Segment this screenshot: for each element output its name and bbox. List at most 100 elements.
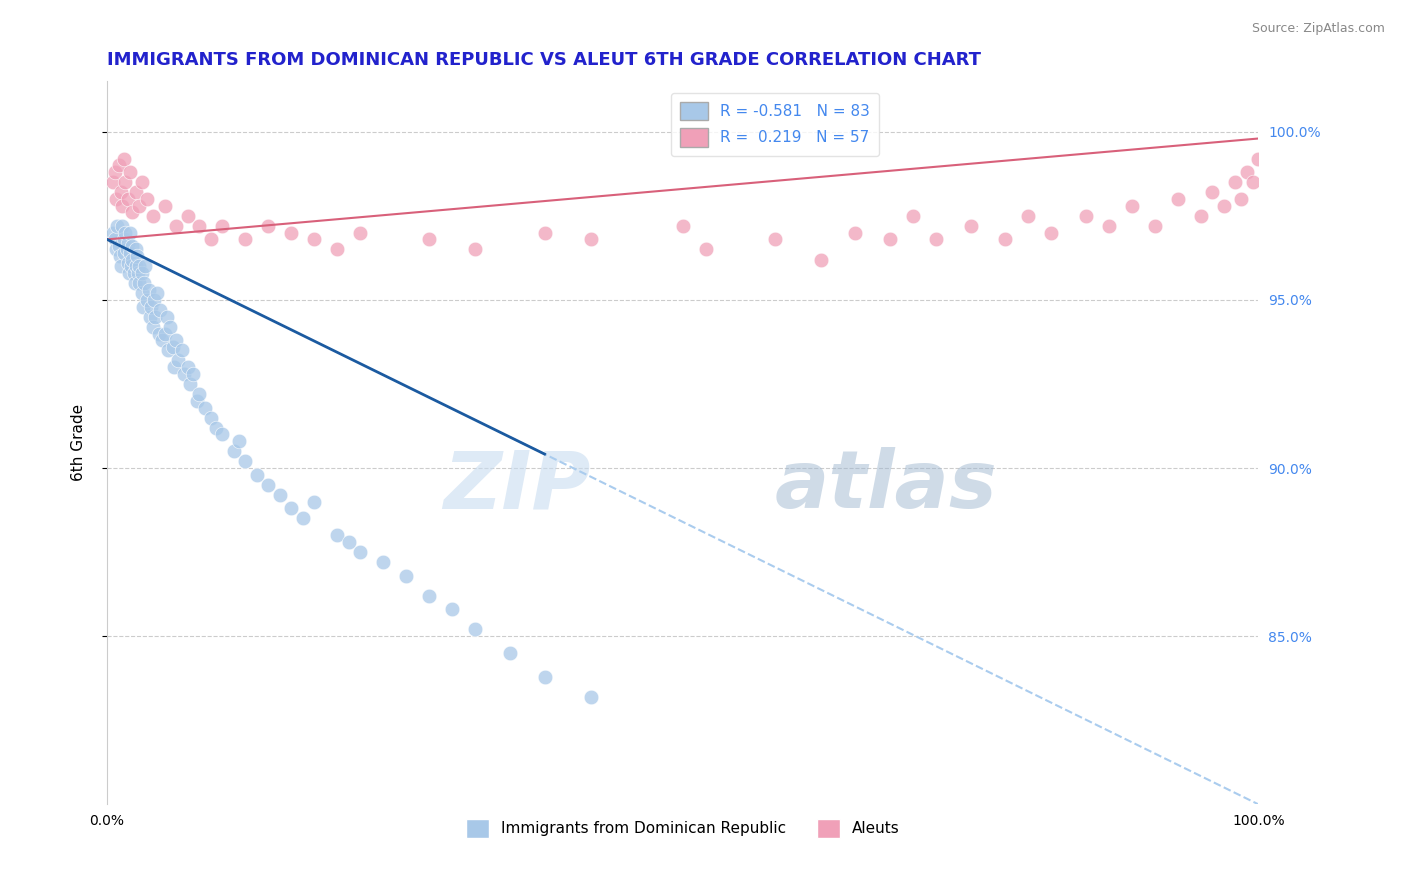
Point	[105, 192, 128, 206]
Point	[128, 276, 150, 290]
Point	[108, 249, 131, 263]
Point	[280, 501, 302, 516]
Point	[124, 276, 146, 290]
Point	[110, 186, 132, 200]
Point	[246, 467, 269, 482]
Point	[101, 226, 124, 240]
Point	[149, 303, 172, 318]
Point	[1074, 209, 1097, 223]
Point	[257, 478, 280, 492]
Point	[115, 243, 138, 257]
Point	[120, 226, 142, 240]
Point	[127, 266, 149, 280]
Point	[139, 300, 162, 314]
Point	[132, 276, 155, 290]
Y-axis label: 6th Grade: 6th Grade	[72, 404, 86, 482]
Point	[349, 545, 371, 559]
Point	[101, 175, 124, 189]
Point	[200, 410, 222, 425]
Point	[128, 260, 150, 274]
Point	[579, 232, 602, 246]
Point	[188, 387, 211, 401]
Point	[464, 243, 486, 257]
Point	[120, 165, 142, 179]
Point	[173, 367, 195, 381]
Point	[1040, 226, 1063, 240]
Point	[188, 219, 211, 233]
Point	[879, 232, 901, 246]
Point	[176, 360, 198, 375]
Point	[695, 243, 717, 257]
Point	[114, 226, 136, 240]
Point	[118, 266, 141, 280]
Point	[107, 239, 129, 253]
Point	[165, 219, 187, 233]
Point	[1236, 165, 1258, 179]
Point	[107, 158, 129, 172]
Point	[1241, 175, 1264, 189]
Point	[145, 310, 167, 324]
Text: atlas: atlas	[775, 447, 998, 525]
Point	[104, 165, 127, 179]
Point	[1121, 199, 1143, 213]
Point	[112, 232, 135, 246]
Point	[1143, 219, 1166, 233]
Point	[257, 219, 280, 233]
Point	[994, 232, 1017, 246]
Point	[162, 340, 184, 354]
Point	[125, 249, 148, 263]
Point	[441, 602, 464, 616]
Point	[280, 226, 302, 240]
Point	[1230, 192, 1253, 206]
Point	[304, 494, 326, 508]
Point	[136, 192, 159, 206]
Point	[125, 260, 148, 274]
Point	[1189, 209, 1212, 223]
Point	[326, 528, 349, 542]
Point	[138, 283, 160, 297]
Point	[121, 239, 143, 253]
Point	[418, 589, 440, 603]
Point	[1017, 209, 1039, 223]
Point	[112, 152, 135, 166]
Point	[136, 293, 159, 307]
Point	[176, 209, 198, 223]
Point	[179, 376, 201, 391]
Point	[291, 511, 314, 525]
Text: IMMIGRANTS FROM DOMINICAN REPUBLIC VS ALEUT 6TH GRADE CORRELATION CHART: IMMIGRANTS FROM DOMINICAN REPUBLIC VS AL…	[107, 51, 981, 69]
Point	[349, 226, 371, 240]
Point	[107, 219, 129, 233]
Point	[533, 669, 555, 683]
Point	[533, 226, 555, 240]
Point	[211, 427, 233, 442]
Point	[228, 434, 250, 449]
Point	[134, 260, 156, 274]
Point	[111, 199, 134, 213]
Point	[150, 333, 173, 347]
Point	[138, 310, 160, 324]
Point	[1247, 152, 1270, 166]
Point	[211, 219, 233, 233]
Legend: Immigrants from Dominican Republic, Aleuts: Immigrants from Dominican Republic, Aleu…	[460, 813, 905, 844]
Point	[337, 535, 360, 549]
Point	[233, 232, 256, 246]
Point	[131, 175, 153, 189]
Point	[959, 219, 981, 233]
Point	[128, 199, 150, 213]
Point	[1167, 192, 1189, 206]
Point	[901, 209, 924, 223]
Point	[925, 232, 948, 246]
Point	[763, 232, 786, 246]
Point	[395, 568, 418, 582]
Point	[110, 260, 132, 274]
Point	[117, 256, 139, 270]
Point	[120, 260, 142, 274]
Point	[810, 252, 832, 267]
Point	[157, 343, 180, 358]
Point	[1212, 199, 1234, 213]
Point	[205, 420, 228, 434]
Point	[170, 343, 193, 358]
Point	[122, 266, 145, 280]
Point	[222, 444, 245, 458]
Point	[105, 243, 128, 257]
